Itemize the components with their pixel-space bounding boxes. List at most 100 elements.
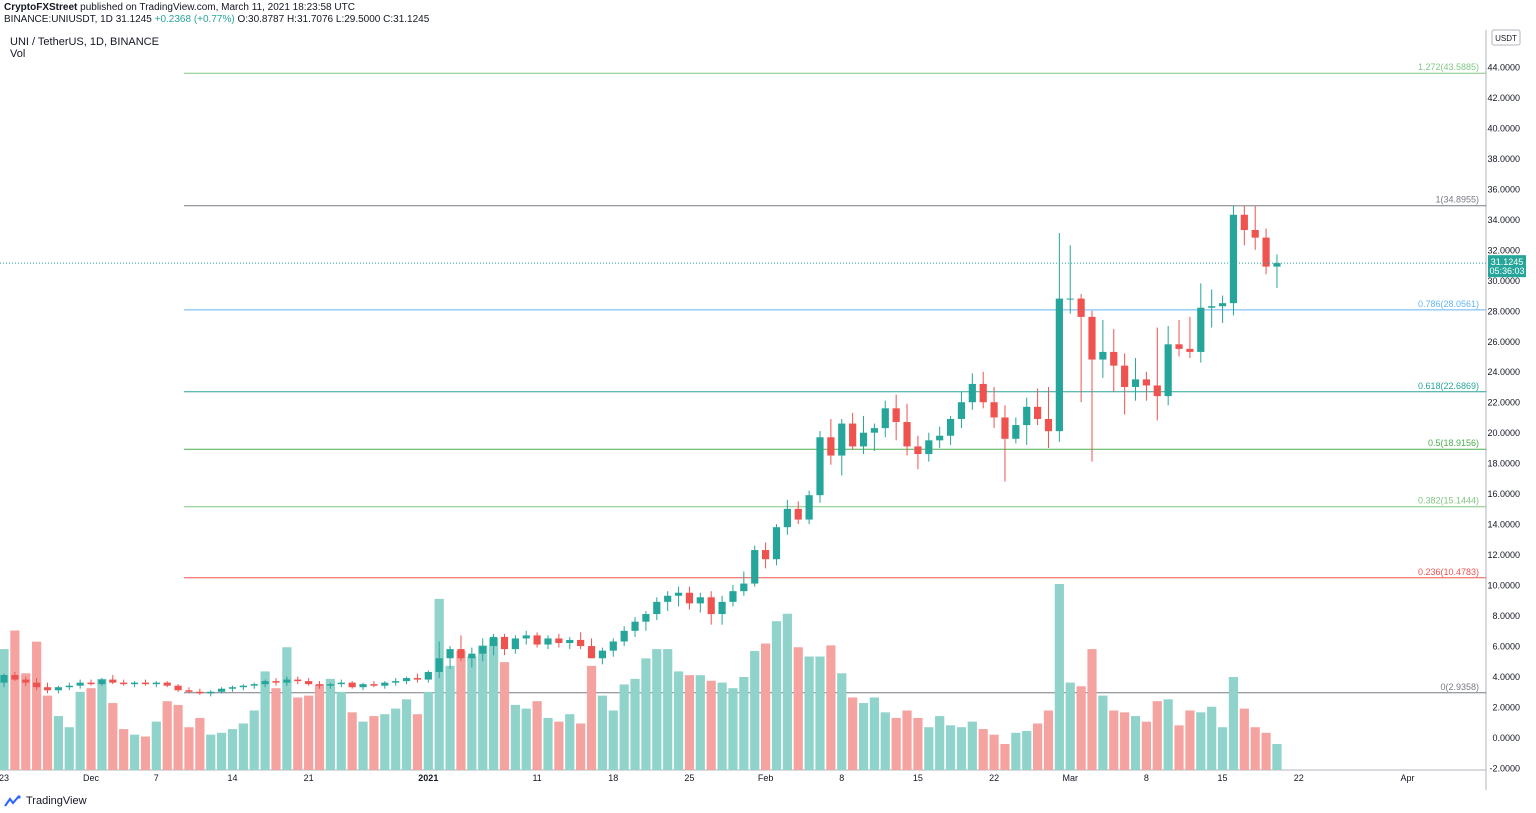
candle-body <box>1186 348 1194 352</box>
volume-bar <box>728 688 738 770</box>
candle-body <box>1229 214 1238 304</box>
volume-bar <box>478 645 488 770</box>
candle-body <box>566 639 574 644</box>
candle-body <box>1121 365 1129 387</box>
candle-body <box>337 682 345 685</box>
x-tick-label: 15 <box>1218 773 1228 783</box>
y-tick-label: 20.0000 <box>1487 428 1520 438</box>
footer-brand[interactable]: TradingView <box>4 795 87 807</box>
candle-body <box>479 646 487 654</box>
fib-label: 0(2.9358) <box>1440 682 1479 692</box>
candle-body <box>152 682 160 685</box>
candle-body <box>1153 385 1161 397</box>
volume-bar <box>195 717 205 770</box>
volume-bar <box>576 723 586 770</box>
candle-body <box>294 679 302 682</box>
volume-bar <box>0 649 9 770</box>
candle-body <box>544 638 552 645</box>
volume-bar <box>434 598 444 770</box>
candle-body <box>946 418 955 436</box>
x-tick-label: Mar <box>1062 773 1078 783</box>
volume-bar <box>652 649 662 770</box>
candle-body <box>11 675 19 680</box>
candle-body <box>762 550 770 560</box>
x-tick-label: 8 <box>839 773 844 783</box>
candle-body <box>1175 344 1183 349</box>
volume-bar <box>978 729 988 770</box>
candle-body <box>174 685 182 691</box>
legend-vol[interactable]: Vol <box>10 48 26 60</box>
candle-body <box>827 437 835 456</box>
candle-body <box>838 423 846 456</box>
volume-bar <box>347 712 357 770</box>
volume-bar <box>608 710 618 770</box>
y-tick-label: 38.0000 <box>1487 154 1520 164</box>
candle-body <box>22 679 30 683</box>
candle-body <box>674 592 683 596</box>
volume-bar <box>75 691 85 770</box>
volume-bar <box>1217 727 1228 770</box>
volume-bar <box>1272 743 1282 770</box>
volume-bar <box>771 621 782 770</box>
legend-title[interactable]: UNI / TetherUS, 1D, BINANCE <box>10 36 159 48</box>
volume-bar <box>314 684 325 770</box>
y-tick-label: 24.0000 <box>1487 367 1520 377</box>
volume-bar <box>663 649 673 770</box>
candle-body <box>751 550 759 584</box>
volume-bar <box>369 716 379 770</box>
fib-label: 0.786(28.0561) <box>1418 299 1479 309</box>
y-tick-label: 36.0000 <box>1487 184 1520 194</box>
currency-label: USDT <box>1495 34 1517 43</box>
volume-bar <box>848 697 858 770</box>
candle-body <box>305 681 313 685</box>
countdown-label: 05:36:03 <box>1489 266 1524 276</box>
x-tick-label: 22 <box>1294 773 1304 783</box>
candle-body <box>914 446 922 455</box>
volume-bar <box>293 697 303 770</box>
candle-body <box>925 440 933 455</box>
volume-bar <box>1261 732 1271 770</box>
volume-bar <box>1174 725 1184 770</box>
candle-body <box>849 423 857 447</box>
tradingview-logo-icon <box>4 795 21 807</box>
x-tick-label: 15 <box>913 773 923 783</box>
candle-body <box>283 679 291 683</box>
volume-bar <box>162 701 172 770</box>
candle-body <box>446 649 454 659</box>
candle-body <box>1077 298 1085 317</box>
volume-bar <box>1065 682 1075 770</box>
x-tick-label: 8 <box>1144 773 1149 783</box>
candle-body <box>1034 406 1042 419</box>
volume-bar <box>10 630 20 770</box>
candle-body <box>794 508 802 520</box>
candle-body <box>185 690 193 692</box>
candle-body <box>272 681 280 683</box>
volume-bar <box>1109 710 1119 770</box>
candle-body <box>522 635 530 639</box>
candle-body <box>1197 307 1205 352</box>
volume-bar <box>412 714 423 770</box>
volume-bar <box>1054 584 1064 770</box>
y-tick-label: -2.0000 <box>1489 763 1520 773</box>
candle-body <box>696 597 704 604</box>
volume-bar <box>967 721 977 770</box>
candle-body <box>228 687 237 689</box>
volume-bar <box>260 671 270 770</box>
x-tick-label: 18 <box>608 773 618 783</box>
volume-bar <box>86 688 96 770</box>
volume-bar <box>521 708 531 770</box>
candle-body <box>1110 351 1118 366</box>
candle-body <box>740 583 748 592</box>
candle-body <box>729 591 737 602</box>
x-tick-label: Feb <box>758 773 774 783</box>
candle-body <box>1142 379 1150 386</box>
volume-bar <box>391 708 401 770</box>
candle-body <box>120 682 128 685</box>
volume-bar <box>945 725 956 770</box>
candle-body <box>1262 237 1270 267</box>
volume-bar <box>206 734 216 770</box>
y-tick-label: 6.0000 <box>1492 642 1520 652</box>
publisher-name[interactable]: CryptoFXStreet <box>4 2 78 13</box>
candle-body <box>1001 417 1009 439</box>
